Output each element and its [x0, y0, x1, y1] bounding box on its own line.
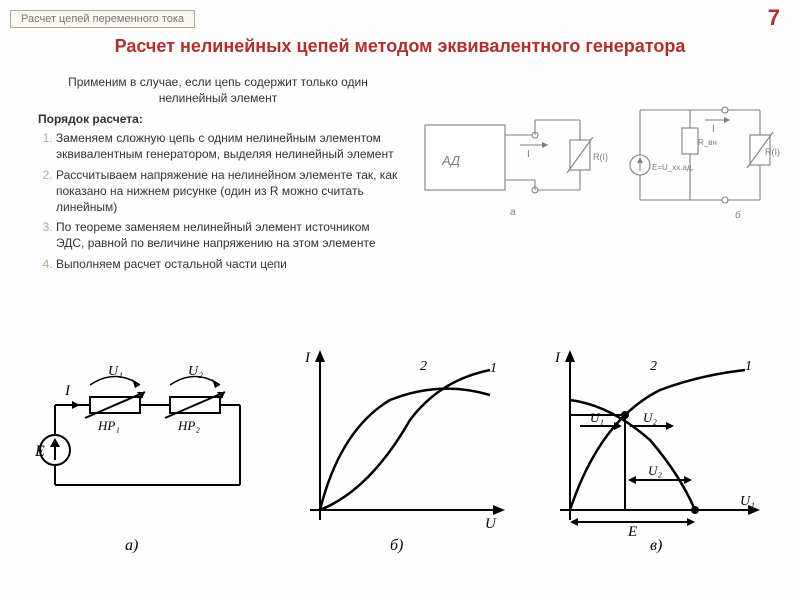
- bottom-diagrams: E I НР₁ U₁ НР₂ U₂ а): [30, 350, 770, 580]
- svg-text:R_вн: R_вн: [698, 138, 717, 147]
- figure-a-label: а): [125, 537, 138, 554]
- steps-list: Заменяем сложную цепь с одним нелинейным…: [38, 130, 398, 272]
- svg-text:U₂: U₂: [188, 364, 203, 379]
- header-breadcrumb: Расчет цепей переменного тока: [10, 10, 195, 28]
- svg-text:I: I: [712, 124, 715, 135]
- step-item: Заменяем сложную цепь с одним нелинейным…: [56, 130, 398, 162]
- intro-text: Применим в случае, если цепь содержит то…: [38, 75, 398, 106]
- svg-text:1: 1: [490, 361, 497, 376]
- svg-text:U₁: U₁: [590, 410, 604, 425]
- figure-b: I U 1 2: [304, 350, 505, 532]
- svg-text:а: а: [510, 207, 516, 218]
- step-item: Рассчитываем напряжение на нелинейном эл…: [56, 167, 398, 216]
- svg-text:I: I: [64, 383, 71, 399]
- figure-b-label: б): [390, 537, 403, 554]
- figure-v: I U₁ 1 2 U₁ U₂ U₂ E: [554, 350, 760, 540]
- step-item: Выполняем расчет остальной части цепи: [56, 256, 398, 272]
- subheading: Порядок расчета:: [38, 112, 398, 126]
- svg-text:U: U: [485, 516, 497, 532]
- svg-text:2: 2: [650, 359, 657, 374]
- figure-a: E I НР₁ U₁ НР₂ U₂: [34, 364, 240, 485]
- svg-text:U₂: U₂: [648, 463, 662, 478]
- svg-text:2: 2: [420, 359, 427, 374]
- svg-text:E: E: [34, 443, 45, 460]
- page-number: 7: [768, 5, 780, 31]
- svg-text:НР₁: НР₁: [97, 418, 120, 433]
- figure-v-label: в): [650, 537, 662, 554]
- svg-text:I: I: [304, 350, 311, 366]
- svg-text:U₂: U₂: [643, 410, 657, 425]
- svg-text:I: I: [554, 350, 561, 366]
- svg-text:E=U_хх.ад.: E=U_хх.ад.: [652, 163, 694, 172]
- svg-text:R(I): R(I): [765, 147, 780, 157]
- svg-text:E: E: [627, 524, 637, 540]
- svg-text:АД: АД: [441, 153, 460, 168]
- svg-text:U₁: U₁: [740, 494, 755, 509]
- svg-text:1: 1: [745, 359, 752, 374]
- svg-text:U₁: U₁: [108, 364, 123, 379]
- step-item: По теореме заменяем нелинейный элемент и…: [56, 219, 398, 251]
- svg-text:R(I): R(I): [593, 152, 608, 162]
- circuit-top: АД I R(I) а: [420, 90, 780, 250]
- svg-text:б: б: [735, 209, 741, 221]
- text-content: Применим в случае, если цепь содержит то…: [38, 75, 398, 276]
- svg-text:I: I: [527, 149, 530, 160]
- page-title: Расчет нелинейных цепей методом эквивале…: [0, 36, 800, 57]
- svg-text:НР₂: НР₂: [177, 418, 200, 433]
